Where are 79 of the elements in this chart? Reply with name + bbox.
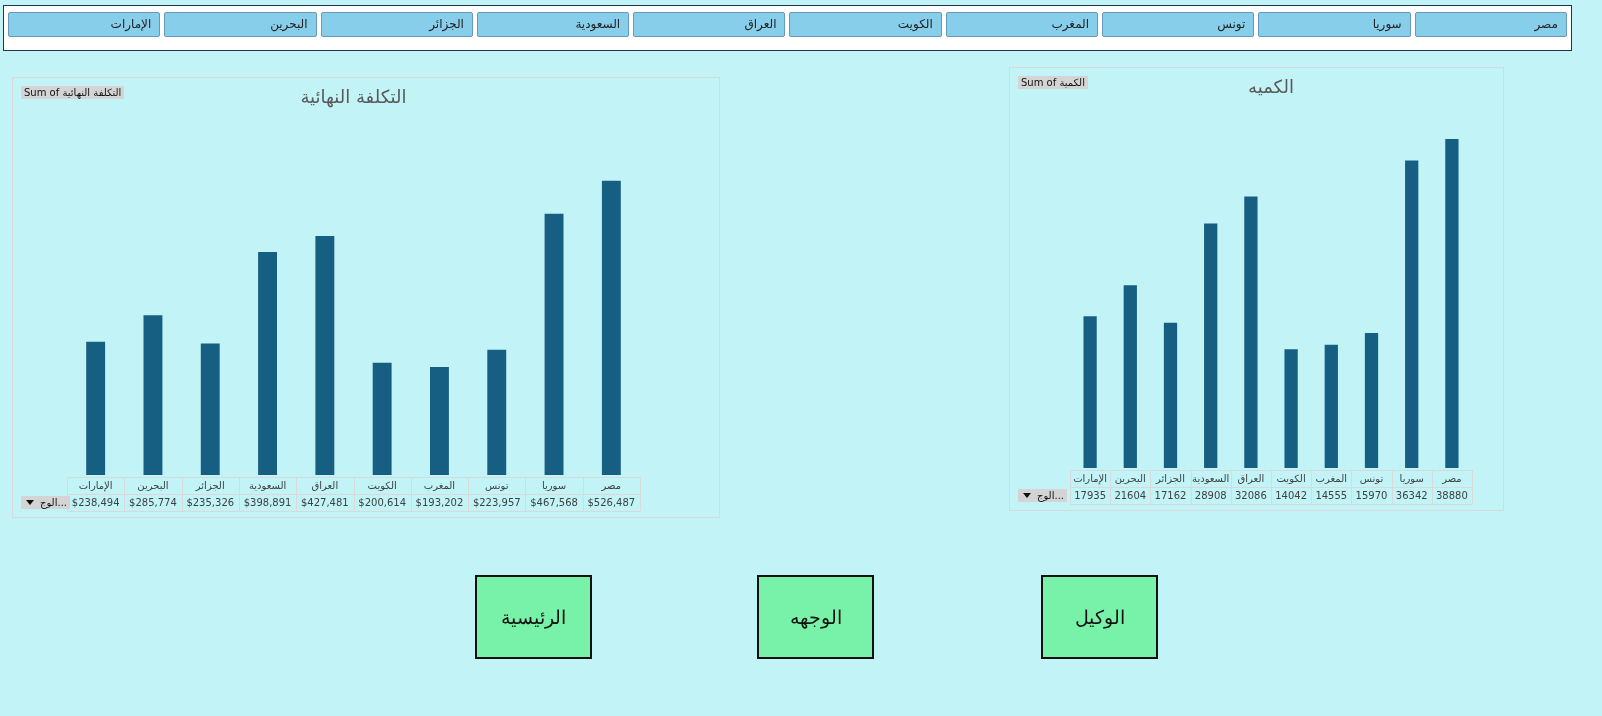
data-label: $193,202 [415,497,464,509]
bar [430,367,449,475]
bar [487,349,507,475]
x-tick-label: مصر [1441,473,1462,485]
bar [86,341,106,475]
data-label: 17935 [1074,490,1107,502]
text: الوجهه [757,575,874,659]
x-tick-label: الجزائر [1155,473,1185,485]
data-label: $235,326 [186,497,235,509]
bar [1163,322,1178,468]
x-tick-label: سوريا [541,480,567,492]
x-tick-label: المغرب [1315,473,1347,485]
bar [601,180,621,475]
text: العراق [633,12,786,37]
bar [1364,332,1379,468]
x-tick-label: الكويت [367,480,397,492]
bar [258,252,277,475]
chart-subtitle: Sum of التكلفة النهائية [21,86,125,99]
bar [315,236,335,475]
x-axis-title: الوج... [40,497,67,508]
bar [1244,196,1258,468]
data-label: 32086 [1234,490,1267,502]
x-tick-label: تونس [485,480,509,492]
text: الإمارات [8,12,161,37]
data-label: 21604 [1114,490,1147,502]
text: البحرين [164,12,317,37]
data-label: $285,774 [129,497,177,509]
text: الجزائر [320,12,473,37]
text: مصر [1414,12,1567,37]
x-tick-label: الإمارات [78,480,113,493]
x-tick-label: المغرب [423,480,456,492]
data-label: $238,494 [71,497,120,509]
text: سوريا [1258,12,1411,37]
data-label: 14555 [1315,490,1348,502]
bar [1123,285,1137,468]
bar [1445,139,1459,468]
text: المغرب [945,12,1099,37]
text: الوكيل [1041,575,1158,659]
bar [1083,316,1097,468]
bar [200,343,220,475]
bar [372,362,392,475]
data-label: $200,614 [358,497,407,509]
x-tick-label: العراق [1237,473,1265,485]
bar [1284,349,1298,468]
text: الرئيسية [475,575,592,659]
data-label: 28908 [1194,490,1227,502]
x-tick-label: الجزائر [194,480,225,492]
data-label: 38880 [1435,490,1468,502]
bar [1405,160,1419,468]
bar [1324,344,1338,468]
x-tick-label: سوريا [1399,473,1424,485]
x-tick-label: السعودية [248,480,287,492]
chart-title: الكميه [1248,76,1294,98]
data-label: 15970 [1355,490,1388,502]
x-tick-label: البحرين [137,480,169,492]
x-tick-label: تونس [1359,473,1384,485]
text: السعودية [476,12,630,37]
bar [544,213,564,475]
x-tick-label: البحرين [1114,473,1146,485]
chart-title: التكلفة النهائية [300,86,407,109]
x-tick-label: العراق [311,480,339,492]
data-label: 36342 [1395,490,1428,502]
data-label: $526,487 [587,497,636,509]
data-label: $223,957 [472,497,521,509]
chart-subtitle: Sum of الكمية [1018,76,1088,89]
x-axis-title: الوج... [1037,490,1064,501]
bar [1204,223,1218,468]
bar [143,315,163,475]
data-label: $398,891 [243,497,292,509]
data-label: 14042 [1275,490,1308,502]
data-label: 17162 [1154,490,1187,502]
data-label: $427,481 [300,497,349,509]
x-tick-label: مصر [600,480,622,492]
data-label: $467,568 [530,497,578,509]
text: الكويت [789,12,942,37]
x-tick-label: السعودية [1192,473,1230,485]
text: تونس [1102,12,1255,37]
x-tick-label: الكويت [1276,473,1306,485]
x-tick-label: الإمارات [1073,473,1108,486]
